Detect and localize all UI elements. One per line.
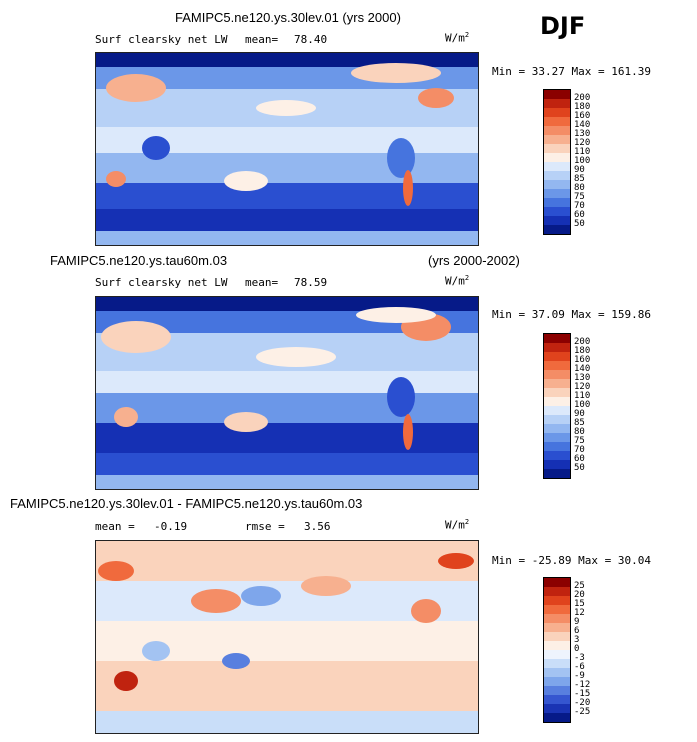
panel1-level: 70 [574, 201, 585, 211]
panel2-level: 130 [574, 373, 591, 383]
panel1-level: 110 [574, 147, 591, 157]
panel3-level: -25 [574, 707, 591, 717]
panel3-title: FAMIPC5.ne120.ys.30lev.01 - FAMIPC5.ne12… [10, 496, 363, 511]
panel2-level: 160 [574, 355, 591, 365]
panel2-level: 60 [574, 454, 585, 464]
panel1-level: 100 [574, 156, 591, 166]
panel3-units: W/m2 [445, 518, 470, 532]
panel3-level: -6 [574, 662, 585, 672]
panel2-level: 85 [574, 418, 585, 428]
panel1-level: 85 [574, 174, 585, 184]
panel2-title: FAMIPC5.ne120.ys.tau60m.03 [50, 253, 228, 268]
panel3-map [95, 540, 479, 734]
panel2-units: W/m2 [445, 274, 470, 288]
panel1-map [95, 52, 479, 246]
panel2-level: 90 [574, 409, 585, 419]
panel1-level: 75 [574, 192, 585, 202]
panel3-level: 6 [574, 626, 580, 636]
panel1-level: 160 [574, 111, 591, 121]
panel2-level: 180 [574, 346, 591, 356]
panel1-level: 130 [574, 129, 591, 139]
panel3-level: 3 [574, 635, 580, 645]
panel3-level: -15 [574, 689, 591, 699]
panel1-map-field [96, 53, 478, 245]
panel3-level: 9 [574, 617, 580, 627]
panel2-level: 75 [574, 436, 585, 446]
panel3-map-field [96, 541, 478, 733]
panel2-mean-label: mean= [245, 276, 279, 289]
panel1-mean-value: 78.40 [294, 33, 328, 46]
panel2-colorbar [543, 333, 571, 479]
panel1-title: FAMIPC5.ne120.ys.30lev.01 (yrs 2000) [175, 10, 401, 25]
panel1-level: 200 [574, 93, 591, 103]
panel1-level: 140 [574, 120, 591, 130]
panel3-mean-label: mean = [95, 520, 135, 533]
panel2-level: 200 [574, 337, 591, 347]
panel1-variable: Surf clearsky net LW [95, 33, 228, 46]
panel1-colorbar [543, 89, 571, 235]
panel2-level: 80 [574, 427, 585, 437]
panel2-map [95, 296, 479, 490]
panel3-level: 12 [574, 608, 585, 618]
season-label: DJF [540, 12, 586, 40]
panel3-level: -3 [574, 653, 585, 663]
panel3-level: 0 [574, 644, 580, 654]
panel1-minmax: Min = 33.27 Max = 161.39 [492, 65, 651, 78]
panel2-map-field [96, 297, 478, 489]
panel3-level: -9 [574, 671, 585, 681]
panel1-level: 60 [574, 210, 585, 220]
panel3-colorbar [543, 577, 571, 723]
panel3-level: 20 [574, 590, 585, 600]
panel3-minmax: Min = -25.89 Max = 30.04 [492, 554, 651, 567]
panel2-years: (yrs 2000-2002) [428, 253, 520, 268]
panel1-level: 50 [574, 219, 585, 229]
panel2-level: 70 [574, 445, 585, 455]
panel2-level: 100 [574, 400, 591, 410]
panel3-level: 15 [574, 599, 585, 609]
panel3-level: -12 [574, 680, 591, 690]
panel2-level: 110 [574, 391, 591, 401]
panel3-rmse-value: 3.56 [304, 520, 331, 533]
panel2-level: 140 [574, 364, 591, 374]
panel1-level: 120 [574, 138, 591, 148]
panel3-level: -20 [574, 698, 591, 708]
panel3-mean-value: -0.19 [154, 520, 188, 533]
panel2-variable: Surf clearsky net LW [95, 276, 228, 289]
panel1-level: 90 [574, 165, 585, 175]
panel3-level: 25 [574, 581, 585, 591]
panel1-mean-label: mean= [245, 33, 279, 46]
panel2-level: 120 [574, 382, 591, 392]
panel1-units: W/m2 [445, 31, 470, 45]
panel2-level: 50 [574, 463, 585, 473]
panel3-rmse-label: rmse = [245, 520, 285, 533]
panel1-level: 80 [574, 183, 585, 193]
panel2-mean-value: 78.59 [294, 276, 328, 289]
panel2-minmax: Min = 37.09 Max = 159.86 [492, 308, 651, 321]
panel1-level: 180 [574, 102, 591, 112]
